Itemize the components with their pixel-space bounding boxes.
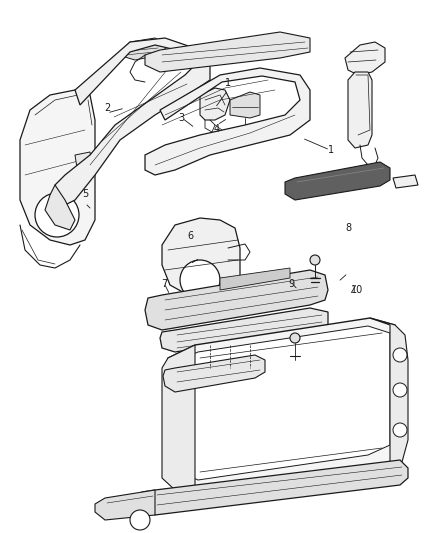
Text: 6: 6 [187, 231, 194, 240]
Circle shape [393, 348, 407, 362]
Polygon shape [168, 318, 402, 490]
Text: 7: 7 [161, 279, 167, 288]
Polygon shape [370, 318, 408, 468]
Polygon shape [55, 38, 210, 205]
Polygon shape [348, 72, 372, 148]
Polygon shape [95, 490, 155, 520]
Polygon shape [145, 270, 328, 330]
Text: 10: 10 [351, 286, 363, 295]
Polygon shape [162, 218, 240, 298]
Polygon shape [180, 326, 390, 480]
Text: 4: 4 [214, 124, 220, 134]
Text: 1: 1 [225, 78, 231, 87]
Circle shape [180, 260, 220, 300]
Circle shape [393, 383, 407, 397]
Polygon shape [140, 460, 408, 515]
Text: 9: 9 [288, 279, 294, 288]
Polygon shape [145, 32, 310, 72]
Polygon shape [200, 88, 230, 120]
Circle shape [130, 510, 150, 530]
Polygon shape [345, 42, 385, 75]
Text: 2: 2 [104, 103, 110, 113]
Text: 1: 1 [328, 146, 334, 155]
Polygon shape [285, 162, 390, 200]
Circle shape [290, 333, 300, 343]
Circle shape [393, 423, 407, 437]
Polygon shape [45, 185, 75, 230]
Polygon shape [393, 175, 418, 188]
Text: 5: 5 [82, 189, 88, 199]
Polygon shape [220, 268, 290, 290]
Text: 3: 3 [179, 114, 185, 123]
Polygon shape [20, 90, 95, 245]
Polygon shape [160, 308, 328, 352]
Polygon shape [118, 38, 168, 60]
Circle shape [310, 255, 320, 265]
Circle shape [35, 193, 79, 237]
Polygon shape [230, 92, 260, 118]
Polygon shape [75, 152, 92, 168]
Polygon shape [163, 355, 265, 392]
Text: 8: 8 [345, 223, 351, 233]
Polygon shape [145, 68, 310, 175]
Polygon shape [162, 345, 195, 495]
